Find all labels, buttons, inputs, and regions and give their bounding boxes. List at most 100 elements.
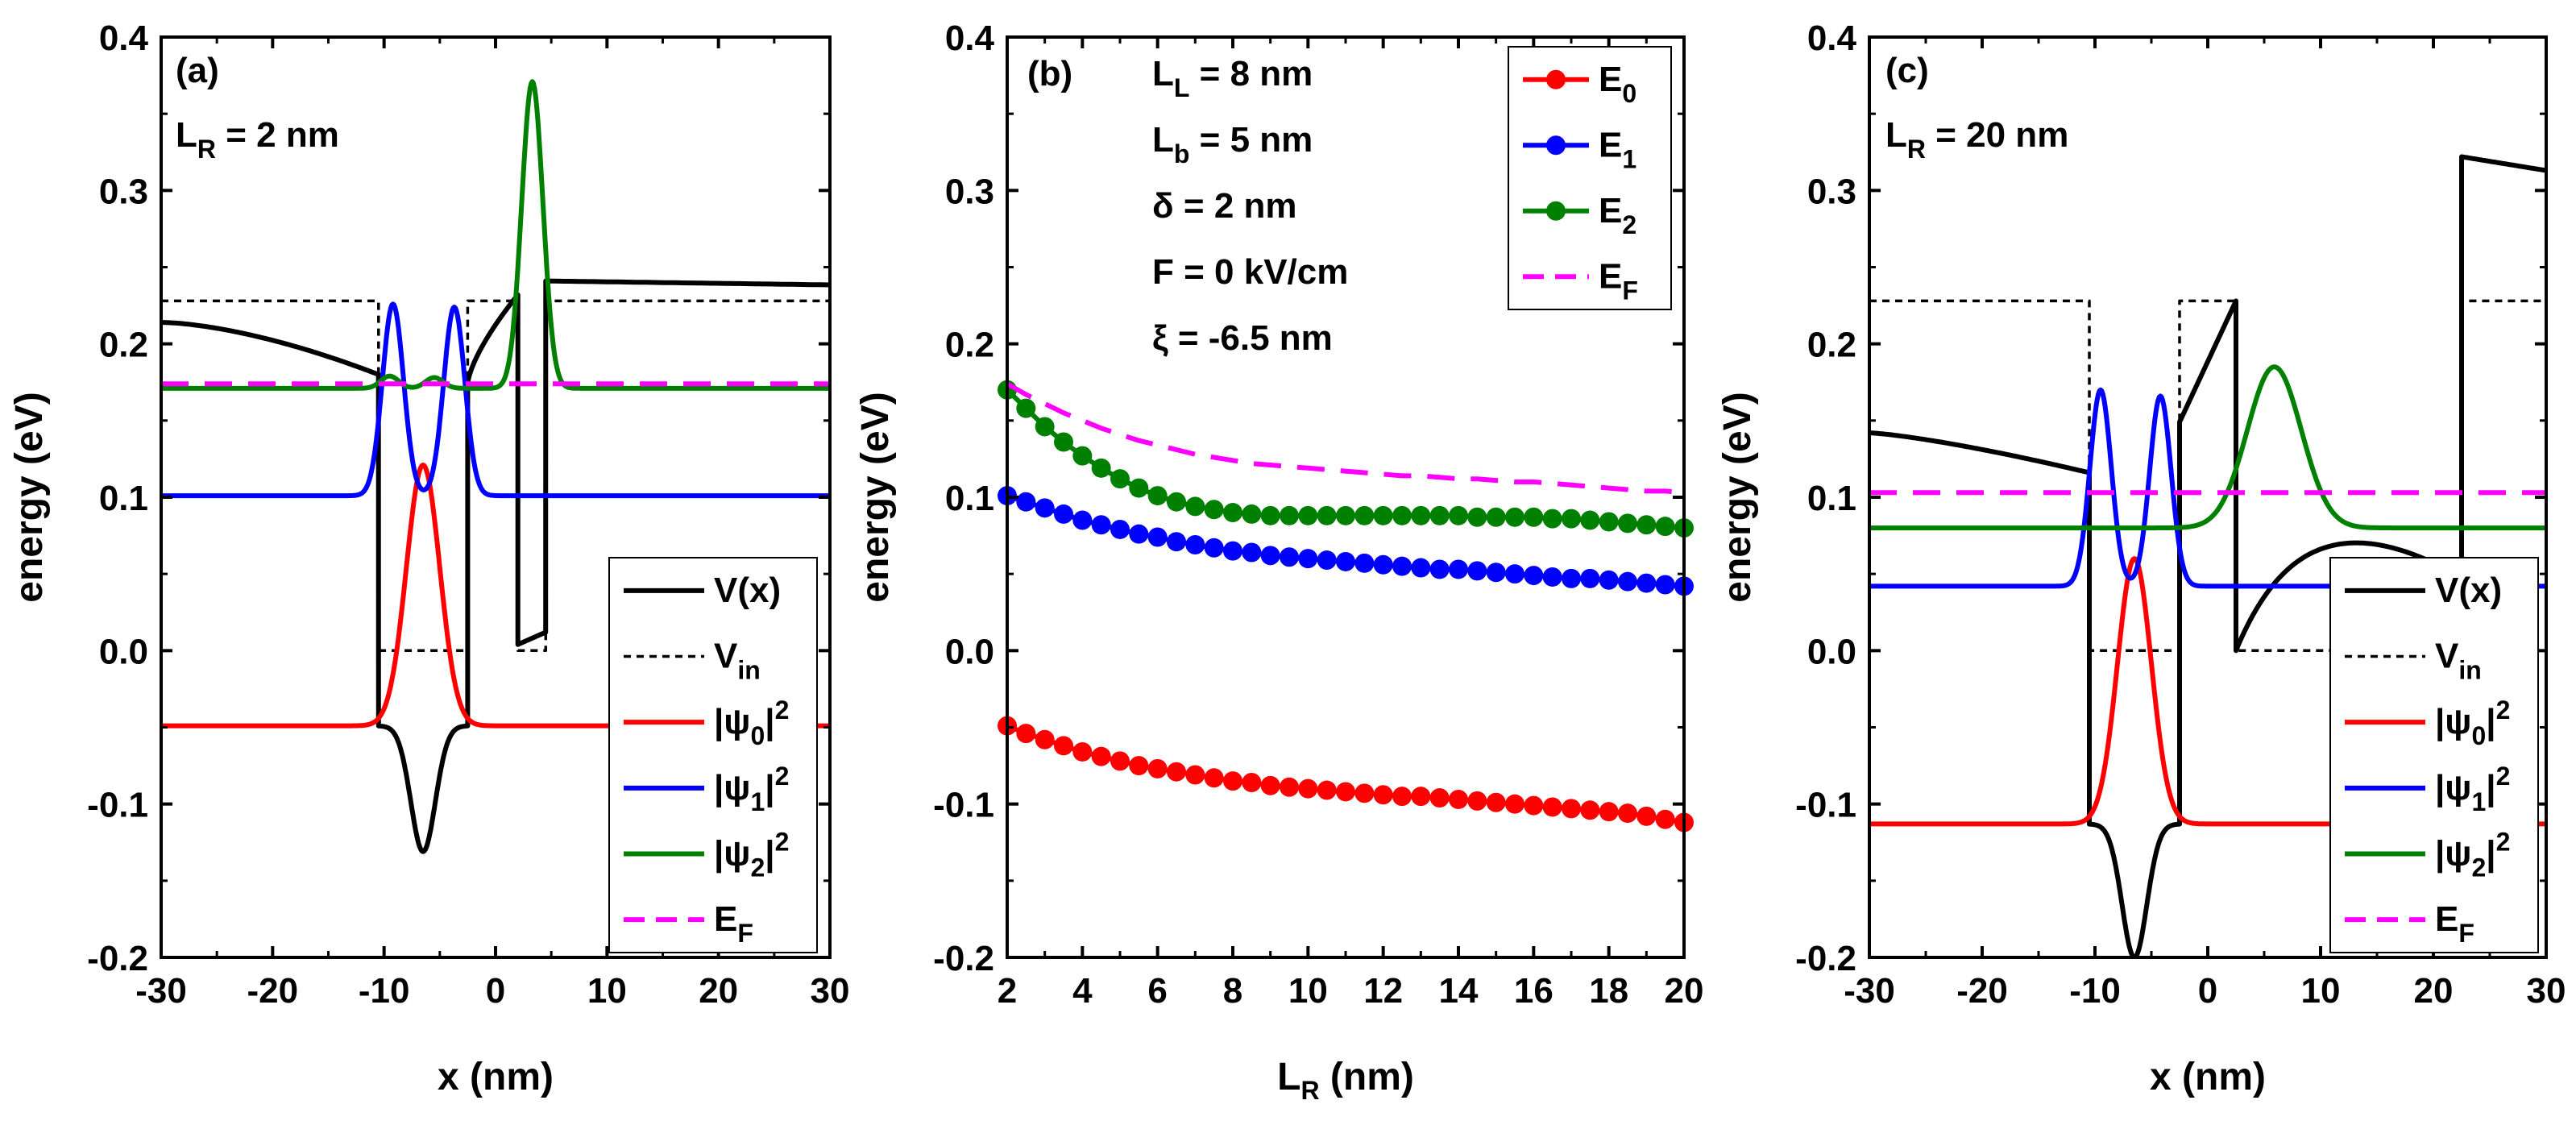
data-point-b-2 [1505, 507, 1524, 527]
legend-label: |ψ1|2 [2435, 762, 2510, 816]
data-point-b-0 [1223, 771, 1242, 791]
data-point-b-1 [1486, 563, 1506, 583]
data-point-b-0 [1204, 768, 1224, 788]
data-point-b-0 [1354, 783, 1375, 803]
data-point-b-2 [1599, 512, 1619, 532]
data-point-b-0 [1016, 724, 1036, 744]
data-point-b-1 [1599, 570, 1619, 590]
data-point-b-2 [1580, 510, 1600, 530]
x-tick-label-b: 8 [1223, 971, 1242, 1011]
x-axis-title-c: x (nm) [2150, 1056, 2266, 1098]
x-tick-label-c: 10 [2301, 971, 2341, 1011]
annotation-text: LL = 8 nm [1152, 54, 1313, 102]
series-line-a-1 [161, 299, 830, 653]
data-point-b-0 [1580, 800, 1600, 820]
legend-label: |ψ1|2 [714, 762, 789, 816]
data-point-b-1 [1354, 553, 1375, 573]
y-tick-label-c: 0.4 [1807, 19, 1857, 58]
annotation-text: ξ = -6.5 nm [1152, 318, 1333, 358]
data-point-b-2 [1618, 513, 1637, 534]
data-point-b-0 [1147, 758, 1168, 778]
series-line-c-1 [1869, 299, 2546, 653]
data-point-b-2 [1035, 417, 1055, 437]
data-point-b-2 [1542, 509, 1562, 529]
data-point-b-0 [1373, 785, 1393, 805]
data-point-b-2 [1429, 505, 1450, 525]
series-line-b-3 [1006, 381, 1685, 496]
x-tick-label-b: 4 [1072, 971, 1093, 1011]
x-tick-label-c: -20 [1956, 971, 2008, 1011]
y-tick-label-c: 0.2 [1807, 326, 1856, 365]
x-tick-label-b: 10 [1288, 971, 1328, 1011]
data-point-b-0 [1317, 780, 1337, 800]
x-tick-label-b: 6 [1147, 971, 1167, 1011]
x-tick-label-a: 20 [699, 971, 738, 1011]
data-point-b-1 [1636, 573, 1657, 593]
legend-box-a [608, 557, 818, 953]
data-point-b-1 [1411, 558, 1431, 578]
data-point-b-2 [1354, 505, 1375, 525]
x-tick-label-a: 30 [811, 971, 850, 1011]
data-point-b-1 [1373, 554, 1393, 575]
data-point-b-0 [1072, 741, 1093, 762]
data-point-b-1 [1580, 568, 1600, 588]
data-point-b-0 [1599, 802, 1619, 822]
x-tick-label-b: 14 [1439, 971, 1479, 1011]
data-point-b-2 [1054, 432, 1073, 452]
legend-label: EF [2435, 899, 2474, 948]
data-point-b-0 [1505, 794, 1524, 814]
data-point-b-0 [1486, 792, 1506, 812]
data-point-b-1 [1429, 559, 1450, 579]
annotations-c: (c) LR = 20 nm [1885, 51, 2068, 164]
series-line-c-3 [1869, 387, 2546, 589]
data-point-b-1 [1167, 532, 1186, 552]
data-point-b-1 [1223, 541, 1242, 561]
legend-label: Vin [2435, 637, 2482, 685]
legend-label: E1 [1599, 125, 1636, 173]
data-point-b-0 [1035, 729, 1055, 749]
legend-marker [1546, 201, 1566, 221]
data-point-b-1 [1035, 498, 1055, 518]
data-point-b-0 [1467, 791, 1487, 811]
y-tick-label-c: 0.0 [1807, 632, 1856, 671]
data-point-b-0 [1618, 803, 1637, 824]
data-point-b-2 [1562, 509, 1581, 529]
data-point-b-2 [1373, 505, 1393, 525]
data-point-b-2 [1298, 505, 1318, 525]
y-tick-label-c: 0.3 [1807, 172, 1856, 211]
y-tick-label-c: -0.2 [1795, 939, 1856, 978]
x-tick-label-c: 30 [2527, 971, 2566, 1011]
legend-label: V(x) [2435, 571, 2502, 610]
data-point-b-1 [1298, 549, 1318, 569]
y-tick-label-b: 0.0 [945, 632, 994, 671]
data-point-b-0 [1129, 756, 1149, 776]
series-line-a-3 [161, 301, 830, 499]
data-point-b-0 [1411, 787, 1431, 807]
annotation-text: F = 0 kV/cm [1152, 252, 1348, 292]
legend-b: E0 E1 E2 EF [1508, 46, 1672, 310]
data-point-b-1 [1091, 515, 1111, 535]
data-point-b-0 [1524, 795, 1544, 816]
data-point-b-2 [1110, 469, 1130, 489]
y-tick-label-b: -0.1 [933, 786, 994, 825]
data-point-b-0 [1242, 773, 1262, 793]
data-point-b-1 [1260, 546, 1280, 566]
data-point-b-0 [1429, 788, 1450, 808]
data-point-b-2 [1072, 446, 1093, 466]
data-point-b-1 [1392, 556, 1412, 576]
data-point-b-0 [1185, 765, 1205, 785]
data-point-b-2 [1317, 505, 1337, 525]
data-point-b-2 [1655, 517, 1675, 537]
legend-c: V(x) Vin |ψ0|2 |ψ1|2 |ψ2|2 EF [2329, 557, 2539, 953]
annotation-text: LR = 20 nm [1885, 115, 2068, 164]
data-point-b-1 [1185, 535, 1205, 555]
data-point-b-1 [1562, 568, 1581, 588]
legend-label: E2 [1599, 191, 1636, 239]
data-point-b-1 [1618, 571, 1637, 592]
annotations-a: (a) LR = 2 nm [176, 51, 339, 164]
x-tick-label-a: -10 [359, 971, 410, 1011]
y-tick-label-c: 0.1 [1807, 479, 1856, 518]
data-point-b-2 [1129, 478, 1149, 498]
data-point-b-0 [1336, 782, 1355, 802]
legend-marker [1546, 135, 1566, 156]
